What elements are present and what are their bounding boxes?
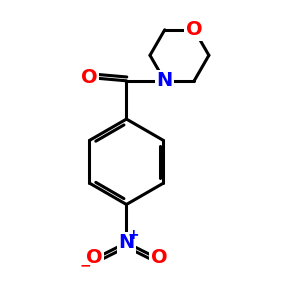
Text: +: + <box>127 228 139 242</box>
Text: −: − <box>80 258 92 272</box>
Text: O: O <box>81 68 98 87</box>
Text: O: O <box>186 20 202 39</box>
Text: O: O <box>86 248 102 267</box>
Text: N: N <box>157 71 173 90</box>
Text: N: N <box>118 233 135 252</box>
Text: O: O <box>151 248 167 267</box>
